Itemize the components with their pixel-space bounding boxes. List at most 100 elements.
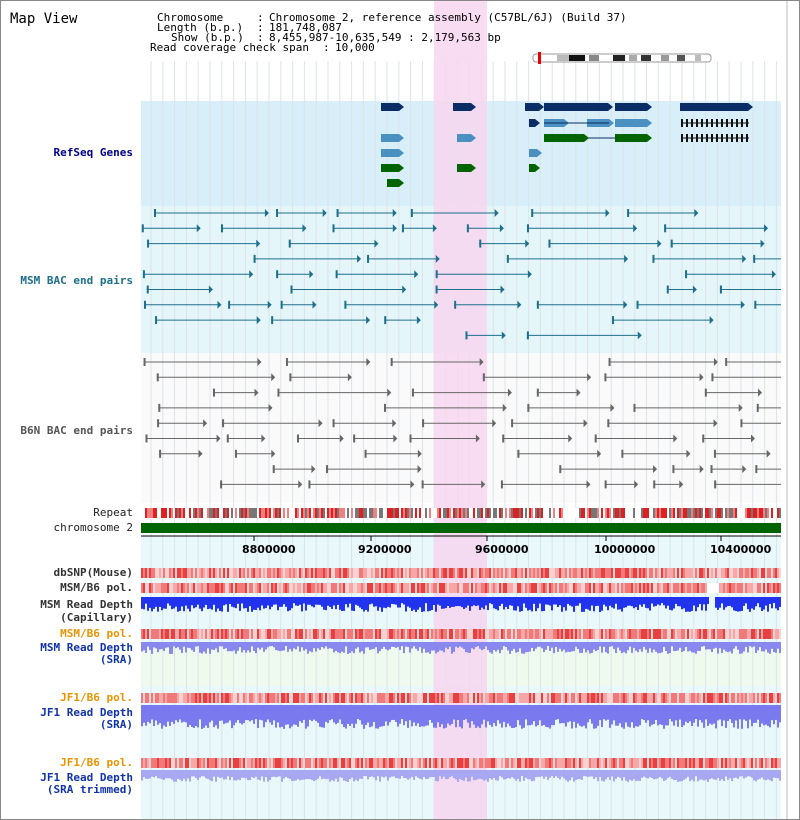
track-label-msm-depth-sra[interactable]: MSM Read Depth xyxy=(40,641,133,654)
polymorphism-heat-cell xyxy=(231,568,233,578)
polymorphism-heat-cell xyxy=(391,568,393,578)
read-depth-bar xyxy=(613,597,615,609)
track-label-jf1-b6-pol-2[interactable]: JF1/B6 pol. xyxy=(60,756,133,769)
polymorphism-heat-cell xyxy=(287,568,289,578)
polymorphism-heat-cell xyxy=(409,568,411,578)
repeat-mark xyxy=(211,508,213,518)
bac-end-mark xyxy=(332,224,335,233)
polymorphism-heat-cell xyxy=(747,629,749,639)
polymorphism-heat-cell xyxy=(197,629,199,639)
polymorphism-heat-cell xyxy=(587,583,589,593)
repeat-mark xyxy=(567,508,569,518)
bac-end-arrow xyxy=(268,403,273,412)
polymorphism-heat-cell xyxy=(165,583,167,593)
track-label-repeat[interactable]: Repeat xyxy=(93,506,133,519)
read-depth-bar xyxy=(181,642,183,653)
read-depth-bar xyxy=(603,705,605,720)
polymorphism-heat-cell xyxy=(653,693,655,703)
read-depth-bar xyxy=(771,642,773,649)
polymorphism-heat-cell xyxy=(373,629,375,639)
repeat-mark xyxy=(141,508,143,518)
read-depth-bar xyxy=(539,770,541,777)
polymorphism-heat-cell xyxy=(177,693,179,703)
polymorphism-heat-cell xyxy=(505,758,507,768)
bac-end-arrow xyxy=(494,209,499,217)
polymorphism-heat-cell xyxy=(619,758,621,768)
polymorphism-heat-cell xyxy=(481,568,483,578)
polymorphism-heat-cell xyxy=(641,758,643,768)
track-label-jf1-depth-trim[interactable]: JF1 Read Depth xyxy=(40,771,133,784)
polymorphism-heat-cell xyxy=(273,629,275,639)
read-depth-bar xyxy=(677,770,679,782)
polymorphism-heat-cell xyxy=(191,629,193,639)
ideogram-band xyxy=(629,55,637,61)
polymorphism-heat-cell xyxy=(425,583,427,593)
polymorphism-heat-cell xyxy=(613,758,615,768)
repeat-mark xyxy=(727,508,729,518)
track-label-refseq[interactable]: RefSeq Genes xyxy=(53,146,133,159)
repeat-mark xyxy=(469,508,471,518)
polymorphism-heat-cell xyxy=(653,758,655,768)
read-depth-bar xyxy=(749,770,751,777)
polymorphism-heat-cell xyxy=(323,583,325,593)
read-depth-bar xyxy=(353,642,355,654)
polymorphism-heat-cell xyxy=(701,568,703,578)
polymorphism-heat-cell xyxy=(627,693,629,703)
polymorphism-heat-cell xyxy=(189,583,191,593)
polymorphism-heat-cell xyxy=(369,629,371,639)
read-depth-bar xyxy=(251,597,253,612)
polymorphism-heat-cell xyxy=(375,568,377,578)
track-label-msm-depth-cap[interactable]: MSM Read Depth xyxy=(40,598,133,611)
repeat-mark xyxy=(471,508,473,518)
read-depth-bar xyxy=(351,642,353,652)
polymorphism-heat-cell xyxy=(521,629,523,639)
track-label-msm-bac[interactable]: MSM BAC end pairs xyxy=(20,274,133,287)
read-depth-bar xyxy=(539,597,541,604)
polymorphism-heat-cell xyxy=(673,583,675,593)
read-depth-bar xyxy=(285,770,287,777)
read-depth-bar xyxy=(359,705,361,721)
read-depth-bar xyxy=(409,705,411,721)
polymorphism-heat-cell xyxy=(655,693,657,703)
track-label-dbsnp[interactable]: dbSNP(Mouse) xyxy=(53,566,133,579)
polymorphism-heat-cell xyxy=(483,758,485,768)
polymorphism-heat-cell xyxy=(327,629,329,639)
polymorphism-heat-cell xyxy=(469,568,471,578)
repeat-mark xyxy=(589,508,591,518)
polymorphism-heat-cell xyxy=(167,583,169,593)
polymorphism-heat-cell xyxy=(471,583,473,593)
polymorphism-heat-cell xyxy=(339,629,341,639)
read-depth-bar xyxy=(341,642,343,652)
repeat-mark xyxy=(209,508,211,518)
read-depth-bar xyxy=(257,642,259,648)
bac-end-mark xyxy=(290,285,293,294)
repeat-mark xyxy=(181,508,183,518)
track-label-jf1-depth-sra[interactable]: JF1 Read Depth xyxy=(40,706,133,719)
read-depth-bar xyxy=(515,705,517,728)
track-label-jf1-b6-pol-1[interactable]: JF1/B6 pol. xyxy=(60,691,133,704)
polymorphism-heat-cell xyxy=(525,693,527,703)
repeat-mark xyxy=(303,508,305,518)
read-depth-bar xyxy=(151,705,153,720)
bac-end-arrow xyxy=(402,285,407,294)
polymorphism-heat-cell xyxy=(745,629,747,639)
read-depth-bar xyxy=(667,642,669,654)
polymorphism-heat-cell xyxy=(189,568,191,578)
polymorphism-heat-cell xyxy=(309,693,311,703)
track-label-chromosome[interactable]: chromosome 2 xyxy=(53,521,133,534)
polymorphism-heat-cell xyxy=(179,568,181,578)
read-depth-bar xyxy=(505,597,507,607)
track-label-msm-b6-pol-1[interactable]: MSM/B6 pol. xyxy=(60,581,133,594)
read-depth-bar xyxy=(553,597,555,605)
track-label-msm-b6-pol-2[interactable]: MSM/B6 pol. xyxy=(60,627,133,640)
gene-strand-arrow xyxy=(647,134,652,142)
track-label-b6n-bac[interactable]: B6N BAC end pairs xyxy=(20,424,133,437)
polymorphism-heat-cell xyxy=(421,583,423,593)
polymorphism-heat-cell xyxy=(675,583,677,593)
read-depth-bar xyxy=(575,642,577,647)
polymorphism-heat-cell xyxy=(299,568,301,578)
polymorphism-heat-cell xyxy=(279,629,281,639)
polymorphism-heat-cell xyxy=(499,568,501,578)
polymorphism-heat-cell xyxy=(743,568,745,578)
